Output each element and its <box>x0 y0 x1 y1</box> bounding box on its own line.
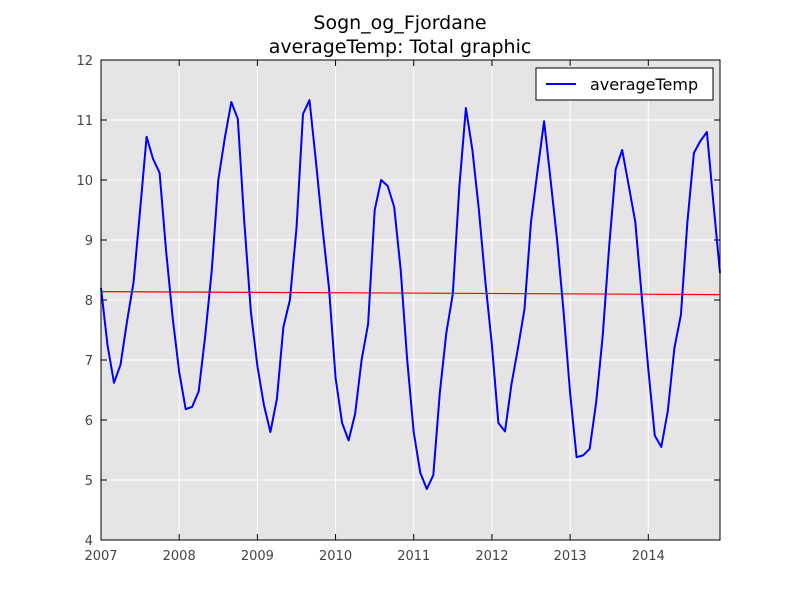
y-tick-label: 8 <box>85 294 93 309</box>
x-tick-label: 2012 <box>475 549 508 564</box>
x-tick-label: 2007 <box>84 549 117 564</box>
legend-box <box>535 67 714 101</box>
chart-subtitle: averageTemp: Total graphic <box>268 36 532 58</box>
y-tick-label: 12 <box>76 54 93 69</box>
tick-labels: 2007 2008 2009 2010 2011 2012 2013 2014 4 5 6 7 8 9 10… <box>76 54 664 564</box>
x-tick-label: 2008 <box>163 549 196 564</box>
legend: averageTemp <box>535 67 714 101</box>
y-tick-label: 10 <box>76 174 93 189</box>
y-tick-label: 9 <box>85 234 93 249</box>
y-tick-label: 5 <box>85 474 93 489</box>
series-line-averageTemp <box>100 99 721 490</box>
y-tick-label: 11 <box>76 114 93 129</box>
series-layer <box>100 99 721 490</box>
y-tick-label: 4 <box>85 534 93 549</box>
chart-title: Sogn_og_Fjordane <box>313 12 487 34</box>
trend-line <box>100 291 721 296</box>
x-tick-label: 2010 <box>319 549 352 564</box>
legend-label-averageTemp: averageTemp <box>590 75 698 94</box>
y-tick-label: 6 <box>85 414 93 429</box>
x-tick-label: 2009 <box>241 549 274 564</box>
x-tick-label: 2013 <box>554 549 587 564</box>
y-tick-label: 7 <box>85 354 93 369</box>
plot-frame <box>100 59 721 541</box>
x-tick-label: 2011 <box>397 549 430 564</box>
x-tick-label: 2014 <box>632 549 665 564</box>
